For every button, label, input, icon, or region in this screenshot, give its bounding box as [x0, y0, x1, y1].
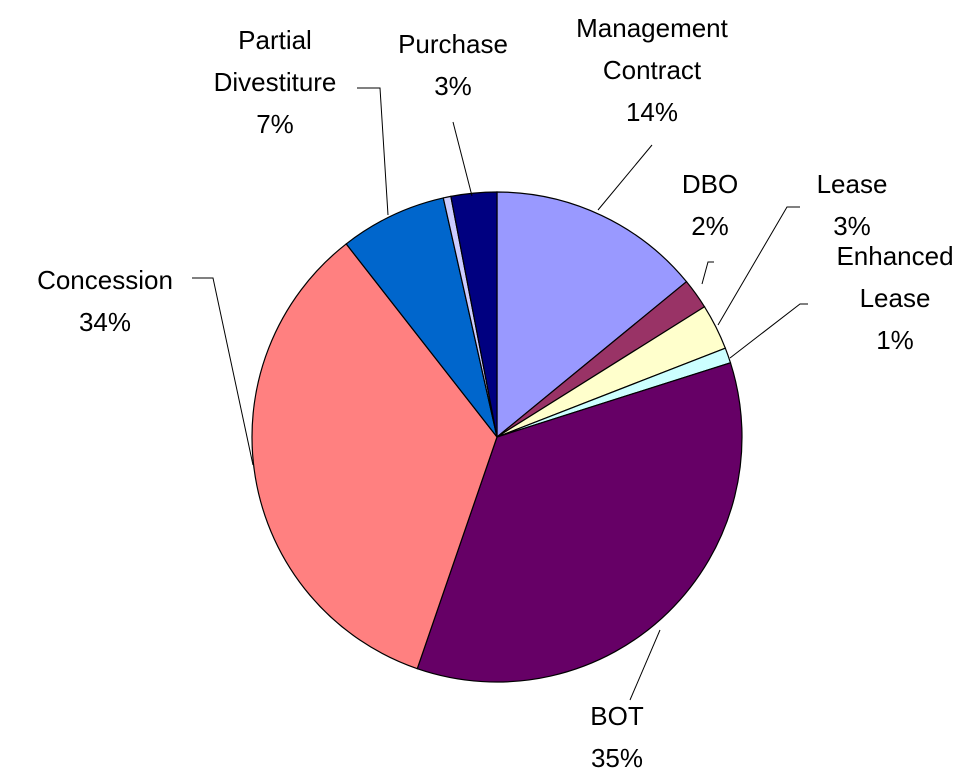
slice-value: 1% — [876, 325, 914, 355]
data-label: Lease 3% — [802, 163, 902, 247]
slice-name: Lease — [816, 169, 888, 199]
leader-line — [452, 121, 473, 197]
slice-value: 34% — [78, 307, 132, 337]
slice-name: Partial Divestiture — [213, 25, 337, 97]
leader-line — [192, 277, 254, 466]
data-label: Purchase 3% — [378, 23, 528, 107]
data-label: BOT 35% — [567, 695, 667, 779]
data-label: DBO 2% — [660, 163, 760, 247]
pie-slice — [496, 191, 688, 439]
slice-name: BOT — [590, 701, 644, 731]
leader-line — [629, 629, 661, 701]
slice-name: Concession — [37, 265, 173, 295]
slice-value: 3% — [833, 211, 871, 241]
slice-value: 35% — [590, 743, 644, 773]
leader-line — [729, 303, 808, 359]
data-label: Management Contract 14% — [557, 7, 747, 133]
leader-line — [597, 144, 653, 211]
slice-value: 3% — [434, 71, 472, 101]
pie-slice — [450, 191, 498, 438]
pie-slice — [416, 362, 743, 683]
slice-value: 7% — [256, 109, 294, 139]
slice-name: DBO — [681, 169, 739, 199]
data-label: Concession 34% — [15, 259, 195, 343]
pie-slice — [345, 197, 498, 438]
leader-line — [701, 261, 714, 285]
slice-value: 2% — [691, 211, 729, 241]
slice-name: Enhanced Lease — [836, 241, 954, 313]
leader-line — [357, 87, 389, 216]
data-label: Enhanced Lease 1% — [820, 235, 970, 361]
pie-slice — [251, 243, 498, 670]
data-label: Partial Divestiture 7% — [190, 19, 360, 145]
leader-line — [717, 206, 800, 326]
slice-name: Management Contract — [576, 13, 728, 85]
slice-value: 14% — [625, 97, 679, 127]
slice-name: Purchase — [398, 29, 508, 59]
